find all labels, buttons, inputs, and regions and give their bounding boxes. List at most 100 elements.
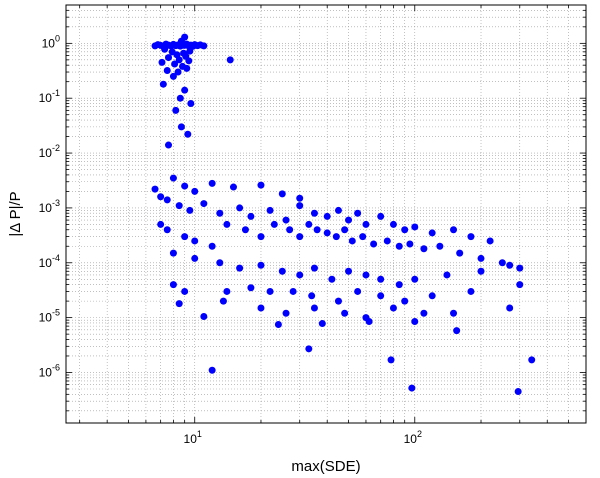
data-point: [506, 261, 514, 269]
data-point: [411, 318, 419, 326]
data-point: [175, 202, 183, 210]
plot-frame: [65, 4, 587, 424]
data-point: [185, 57, 193, 65]
data-point: [229, 183, 237, 191]
y-tick-label: 10-1: [39, 88, 60, 105]
data-point: [318, 320, 326, 328]
data-point: [247, 212, 255, 220]
data-point: [176, 94, 184, 102]
data-point: [169, 174, 177, 182]
data-point: [310, 304, 318, 312]
data-point: [516, 281, 524, 289]
data-point: [443, 271, 451, 279]
data-point: [450, 226, 458, 234]
data-point: [236, 264, 244, 272]
data-point: [328, 275, 336, 283]
data-point: [332, 233, 340, 241]
data-point: [362, 271, 370, 279]
data-point: [169, 249, 177, 257]
data-point: [456, 249, 464, 257]
data-point: [345, 267, 353, 275]
data-points: [151, 33, 536, 396]
data-point: [387, 356, 395, 364]
data-point: [200, 42, 208, 50]
data-point: [151, 185, 159, 193]
data-point: [236, 204, 244, 212]
data-point: [313, 226, 321, 234]
data-point: [216, 209, 224, 217]
data-point: [187, 100, 195, 108]
data-point: [341, 226, 349, 234]
data-point: [172, 106, 180, 114]
data-point: [257, 233, 265, 241]
data-point: [157, 220, 165, 228]
data-point: [169, 281, 177, 289]
data-point: [514, 388, 522, 396]
data-point: [296, 194, 304, 202]
data-point: [354, 209, 362, 217]
data-point: [310, 264, 318, 272]
data-point: [334, 206, 342, 214]
data-point: [208, 242, 216, 250]
data-point: [241, 226, 249, 234]
data-point: [158, 58, 166, 66]
data-point: [163, 196, 171, 204]
data-point: [436, 242, 444, 250]
data-point: [181, 233, 189, 241]
data-point: [200, 312, 208, 320]
data-point: [270, 220, 278, 228]
data-point: [477, 267, 485, 275]
data-point: [467, 233, 475, 241]
data-point: [223, 220, 231, 228]
data-point: [223, 287, 231, 295]
data-point: [181, 182, 189, 190]
data-point: [247, 284, 255, 292]
tick-marks: [66, 4, 587, 423]
data-point: [341, 309, 349, 317]
data-point: [401, 297, 409, 305]
data-point: [163, 66, 171, 74]
data-point: [200, 200, 208, 208]
data-point: [362, 220, 370, 228]
data-point: [365, 318, 373, 326]
data-point: [308, 292, 316, 300]
data-point: [289, 287, 297, 295]
data-point: [345, 216, 353, 224]
data-point: [278, 267, 286, 275]
data-point: [477, 254, 485, 262]
data-point: [305, 220, 313, 228]
data-point: [161, 45, 169, 53]
data-point: [219, 297, 227, 305]
data-point: [186, 47, 194, 55]
data-point: [181, 287, 189, 295]
data-point: [169, 72, 177, 80]
data-point: [305, 345, 313, 353]
data-point: [359, 233, 367, 241]
data-point: [274, 320, 282, 328]
data-point: [181, 86, 189, 94]
data-point: [226, 56, 234, 64]
data-point: [208, 179, 216, 187]
data-point: [323, 229, 331, 237]
data-point: [266, 206, 274, 214]
data-point: [191, 237, 199, 245]
y-tick-labels: 10-6 10-5 10-4 10-3 10-2 10-1 100: [39, 33, 60, 379]
data-point: [257, 304, 265, 312]
data-point: [177, 37, 185, 45]
data-point: [498, 259, 506, 267]
y-tick-label: 10-6: [39, 362, 60, 379]
data-point: [282, 309, 290, 317]
data-point: [377, 292, 385, 300]
data-point: [171, 60, 179, 68]
data-point: [389, 304, 397, 312]
data-point: [348, 237, 356, 245]
data-point: [186, 206, 194, 214]
data-point: [450, 309, 458, 317]
data-point: [420, 245, 428, 253]
x-axis-label: max(SDE): [291, 458, 360, 475]
data-point: [165, 141, 173, 149]
data-point: [174, 68, 182, 76]
data-point: [282, 216, 290, 224]
data-point: [428, 292, 436, 300]
